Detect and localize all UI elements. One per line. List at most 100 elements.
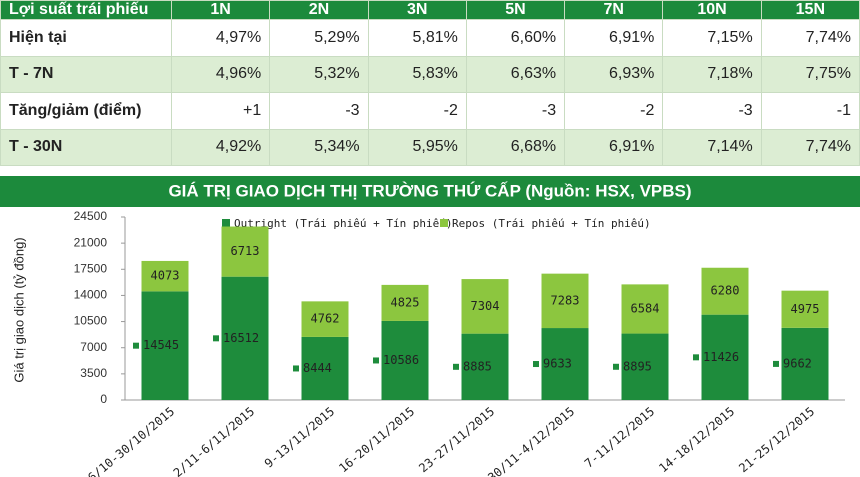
bar-segment xyxy=(221,276,269,400)
legend-swatch xyxy=(440,219,448,227)
value-label: 11426 xyxy=(703,350,739,364)
header-cell: 5N xyxy=(465,0,566,20)
y-tick-label: 10500 xyxy=(74,314,108,328)
legend-label: Repos (Trái phiếu + Tín phiếu) xyxy=(452,217,651,230)
table-cell: 6,60% xyxy=(465,19,566,57)
header-cell: 7N xyxy=(564,0,664,20)
x-tick-label: 7-11/12/2015 xyxy=(582,404,657,470)
value-label: 6713 xyxy=(231,244,260,258)
chart: GIÁ TRỊ GIAO DỊCH THỊ TRƯỜNG THỨ CẤP (Ng… xyxy=(0,176,860,477)
y-tick-label: 3500 xyxy=(80,366,107,380)
title-bar xyxy=(0,176,860,207)
bar-segment xyxy=(141,291,189,400)
table-cell: -1 xyxy=(760,92,860,130)
x-tick-label: 2/11-6/11/2015 xyxy=(171,404,257,477)
y-tick-label: 24500 xyxy=(74,209,108,223)
table-cell: 7,74% xyxy=(760,128,860,166)
table-cell: T - 7N xyxy=(0,55,172,93)
bar-segment xyxy=(301,301,349,337)
table-cell: 6,63% xyxy=(465,55,566,93)
value-label: 8444 xyxy=(303,361,332,375)
header-cell: 3N xyxy=(367,0,467,20)
table-cell: -3 xyxy=(465,92,566,130)
table-cell: -3 xyxy=(269,92,369,130)
header-cell: 15N xyxy=(760,0,860,20)
table-cell: 5,83% xyxy=(367,55,467,93)
bar-segment xyxy=(461,333,509,400)
y-tick-label: 21000 xyxy=(74,235,108,249)
table-cell: -2 xyxy=(367,92,467,130)
label-marker xyxy=(293,365,299,372)
bar-segment xyxy=(621,333,669,400)
table-cell: -2 xyxy=(564,92,664,130)
value-label: 4762 xyxy=(311,312,340,326)
table-row: Tăng/giảm (điểm) +1 -3 -2 -3 -2 -3 -1 xyxy=(0,92,860,130)
table-cell: Tăng/giảm (điểm) xyxy=(0,92,172,130)
table-cell: 7,75% xyxy=(760,55,860,93)
bar-segment xyxy=(461,279,509,334)
table-row: T - 7N 4,96% 5,32% 5,83% 6,63% 6,93% 7,18% 7,75… xyxy=(0,55,860,93)
table-cell: 6,91% xyxy=(564,128,664,166)
value-label: 16512 xyxy=(223,331,259,345)
table-cell: Hiện tại xyxy=(0,19,172,57)
table-cell: 7,74% xyxy=(760,19,860,57)
value-label: 4975 xyxy=(791,302,820,316)
table-row: T - 30N 4,92% 5,34% 5,95% 6,68% 6,91% 7,14% 7,7… xyxy=(0,128,860,166)
y-tick-label: 17500 xyxy=(74,261,108,275)
table-cell: 6,93% xyxy=(564,55,664,93)
x-tick-label: 14-18/12/2015 xyxy=(656,404,737,475)
label-marker xyxy=(373,357,379,364)
bar-segment xyxy=(541,328,589,400)
legend-swatch xyxy=(222,219,230,227)
table-cell: 7,18% xyxy=(662,55,762,93)
value-label: 4073 xyxy=(151,269,180,283)
x-tick-label: 30/11-4/12/2015 xyxy=(485,404,577,477)
header-cell: 2N xyxy=(269,0,369,20)
yield-table: Lợi suất trái phiếu 1N 2N 3N 5N 7N 10N 15N Hiện… xyxy=(0,0,860,166)
value-label: 7283 xyxy=(551,293,580,307)
table-cell: 7,15% xyxy=(662,19,762,57)
table-cell: 6,68% xyxy=(465,128,566,166)
x-tick-label: 26/10-30/10/2015 xyxy=(80,404,178,477)
value-label: 7304 xyxy=(471,299,500,313)
value-label: 9662 xyxy=(783,356,812,370)
bar-segment xyxy=(701,314,749,400)
table-cell: 5,95% xyxy=(367,128,467,166)
value-label: 4825 xyxy=(391,295,420,309)
table-cell: 4,92% xyxy=(170,128,271,166)
bar-segment xyxy=(541,273,589,329)
y-tick-label: 14000 xyxy=(74,288,108,302)
label-marker xyxy=(213,335,219,342)
bar-segment xyxy=(141,260,189,292)
x-tick-label: 9-13/11/2015 xyxy=(262,404,337,470)
bar-segment xyxy=(381,320,429,400)
y-tick-label: 0 xyxy=(100,392,107,406)
bar-segment xyxy=(781,327,829,400)
table-cell: 5,32% xyxy=(269,55,369,93)
table-cell: 4,97% xyxy=(170,19,271,57)
value-label: 6280 xyxy=(711,284,740,298)
y-axis-label: Giá trị giao dịch (tỷ đồng) xyxy=(11,237,26,382)
value-label: 8895 xyxy=(623,359,652,373)
table-cell: +1 xyxy=(170,92,271,130)
bar-segment xyxy=(701,267,749,315)
table-cell: 5,81% xyxy=(367,19,467,57)
x-tick-label: 23-27/11/2015 xyxy=(416,404,497,475)
header-cell: 10N xyxy=(662,0,762,20)
bar-segment xyxy=(781,290,829,328)
table-cell: 4,96% xyxy=(170,55,271,93)
chart-title: GIÁ TRỊ GIAO DỊCH THỊ TRƯỜNG THỨ CẤP (Ng… xyxy=(168,181,691,200)
label-marker xyxy=(533,361,539,368)
y-tick-label: 7000 xyxy=(80,340,107,354)
table-cell: 6,91% xyxy=(564,19,664,57)
label-marker xyxy=(453,363,459,370)
bar-segment xyxy=(301,336,349,400)
value-label: 10586 xyxy=(383,353,419,367)
bar-segment xyxy=(221,226,269,277)
label-marker xyxy=(693,354,699,361)
bar-segment xyxy=(621,284,669,334)
x-tick-label: 21-25/12/2015 xyxy=(736,404,817,475)
value-label: 8885 xyxy=(463,359,492,373)
table-row: Hiện tại 4,97% 5,29% 5,81% 6,60% 6,91% 7,15% 7,… xyxy=(0,19,860,57)
label-marker xyxy=(133,342,139,349)
